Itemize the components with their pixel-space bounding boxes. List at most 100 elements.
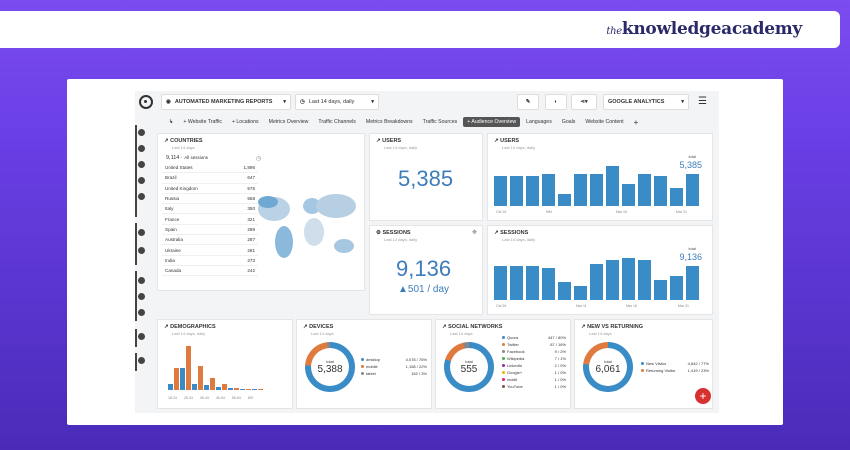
chart-bar	[670, 188, 683, 206]
legend-item: Google+ 1 / 0%	[502, 369, 566, 376]
chart-bar	[686, 174, 699, 206]
chart-bar	[246, 389, 251, 390]
sidebar-users-icon[interactable]	[138, 145, 145, 152]
chart-bar	[622, 184, 635, 206]
tab-collapse-icon[interactable]: ↳	[169, 119, 174, 125]
sidebar-puzzle-icon[interactable]	[138, 293, 145, 300]
expand-icon[interactable]: ✥	[471, 230, 477, 236]
devices-subtitle: Last 14 days	[311, 331, 334, 336]
users-kpi-value: 5,385	[398, 166, 454, 191]
sidebar-globe-icon[interactable]	[138, 129, 145, 136]
chart-bar	[606, 166, 619, 206]
tab-audience-overview[interactable]: + Audience Overview	[463, 117, 521, 127]
x-label: Oct 16	[496, 210, 507, 214]
report-selector[interactable]: ◉ AUTOMATED MARKETING REPORTS ▾	[161, 94, 291, 110]
legend-dot-icon	[502, 350, 505, 353]
sidebar-check-icon[interactable]	[138, 177, 145, 184]
chart-bar	[240, 389, 245, 390]
menu-icon[interactable]: ☰	[698, 96, 707, 107]
tab-traffic-channels[interactable]: Traffic Channels	[318, 119, 356, 125]
sidebar-wand-icon[interactable]	[138, 247, 145, 254]
country-row: Ukraine 281	[162, 245, 258, 256]
brush-button[interactable]: ✎	[517, 94, 539, 110]
users-chart-total-label: total	[688, 154, 696, 159]
users-chart-total: 5,385	[679, 160, 702, 170]
sidebar-pen-icon[interactable]	[138, 193, 145, 200]
sidebar-user-icon[interactable]	[138, 309, 145, 316]
legend-item: Quora 447 / 80%	[502, 334, 566, 341]
demographics-panel: ↗ DEMOGRAPHICS Last 14 days, daily 18-24…	[157, 319, 293, 409]
x-label: 25-34	[183, 396, 193, 400]
chart-bar	[542, 174, 555, 206]
devices-donut-center: total 5,388	[311, 348, 349, 386]
chart-bar	[558, 282, 571, 300]
tab-metrics-breakdowns[interactable]: Metrics Breakdowns	[365, 119, 413, 125]
globe-icon: ◉	[166, 99, 171, 105]
tab-traffic-sources[interactable]: Traffic Sources	[422, 119, 458, 125]
share-button[interactable]: ⋖▾	[571, 94, 597, 110]
country-row: Australia 287	[162, 235, 258, 246]
sidebar-info-icon[interactable]	[138, 333, 145, 340]
tab-website-traffic[interactable]: + Website Traffic	[183, 119, 222, 125]
sidebar-file-icon[interactable]	[138, 229, 145, 236]
users-kpi-subtitle: Last 14 days, daily	[384, 145, 418, 150]
tab-languages[interactable]: Languages	[526, 119, 552, 125]
chart-bar	[216, 387, 221, 390]
legend-dot-icon	[502, 343, 505, 346]
countries-title: ↗ COUNTRIES	[164, 138, 203, 144]
legend-dot-icon	[361, 365, 364, 368]
country-row: United Kingdom 575	[162, 184, 258, 194]
add-widget-button[interactable]: +	[695, 388, 711, 404]
sidebar-doc-icon[interactable]	[138, 277, 145, 284]
social-networks-panel: ↗ SOCIAL NETWORKS Last 14 days total 555…	[435, 319, 571, 409]
chevron-down-icon: ▾	[371, 99, 374, 105]
countries-subtitle: Last 14 days	[172, 145, 195, 150]
devices-panel: ↗ DEVICES Last 14 days total 5,388 deskt…	[296, 319, 432, 409]
tab-locations[interactable]: + Locations	[231, 119, 259, 125]
palette-button[interactable]: ◐	[545, 94, 567, 110]
country-row: Brazil 647	[162, 173, 258, 184]
date-range-selector[interactable]: ◷ Last 14 days, daily ▾	[295, 94, 379, 110]
tab-website-content[interactable]: Website Content	[585, 119, 624, 125]
add-tab-button[interactable]: +	[633, 117, 639, 127]
countries-table: United States 1,896 Brazil 647 United Kingdo…	[162, 163, 258, 277]
sessions-kpi-subtitle: Last 14 days, daily	[384, 237, 418, 242]
sessions-kpi-value: 9,136	[396, 256, 452, 281]
country-row: Italy 350	[162, 204, 258, 215]
x-label: Mar 16	[626, 304, 637, 308]
chart-bar	[494, 176, 507, 206]
legend-dot-icon	[502, 364, 505, 367]
legend-item: LinkedIn 2 / 0%	[502, 362, 566, 369]
tab-goals[interactable]: Goals	[561, 119, 576, 125]
social-legend: Quora 447 / 80% Twitter 87 / 16% Facebook 9 /…	[502, 334, 566, 390]
palette-icon: ◐	[554, 99, 558, 105]
legend-item: Wikipedia 7 / 1%	[502, 355, 566, 362]
country-row: Spain 289	[162, 225, 258, 236]
source-selector[interactable]: GOOGLE ANALYTICS ▾	[603, 94, 689, 110]
new-returning-title: ↗ NEW VS RETURNING	[581, 324, 644, 330]
legend-item: reddit 1 / 0%	[502, 376, 566, 383]
share-icon: ⋖▾	[580, 99, 588, 105]
clock-icon[interactable]: ◷	[256, 156, 262, 162]
social-donut-center: total 555	[450, 348, 488, 386]
x-label: Mar 21	[676, 210, 687, 214]
sessions-chart-total-label: total	[688, 246, 696, 251]
x-label: Mar 16	[616, 210, 627, 214]
sessions-per-day: ▲501 / day	[398, 284, 450, 295]
legend-dot-icon	[502, 357, 505, 360]
source-label: GOOGLE ANALYTICS	[608, 99, 665, 105]
tab-metrics-overview[interactable]: Metrics Overview	[268, 119, 309, 125]
sidebar-help-icon[interactable]	[138, 357, 145, 364]
country-row: France 321	[162, 214, 258, 225]
chart-bar	[494, 266, 507, 300]
sidebar-target-icon[interactable]	[138, 161, 145, 168]
chart-bar	[510, 176, 523, 206]
chart-bar	[510, 266, 523, 300]
chart-bar	[180, 368, 185, 390]
x-label: 55-64	[231, 396, 241, 400]
x-label: 65+	[247, 396, 254, 400]
users-kpi-title: ↗ USERS	[376, 138, 402, 144]
x-label: Mar 21	[678, 304, 689, 308]
chart-bar	[168, 384, 173, 390]
chart-bar	[526, 266, 539, 300]
